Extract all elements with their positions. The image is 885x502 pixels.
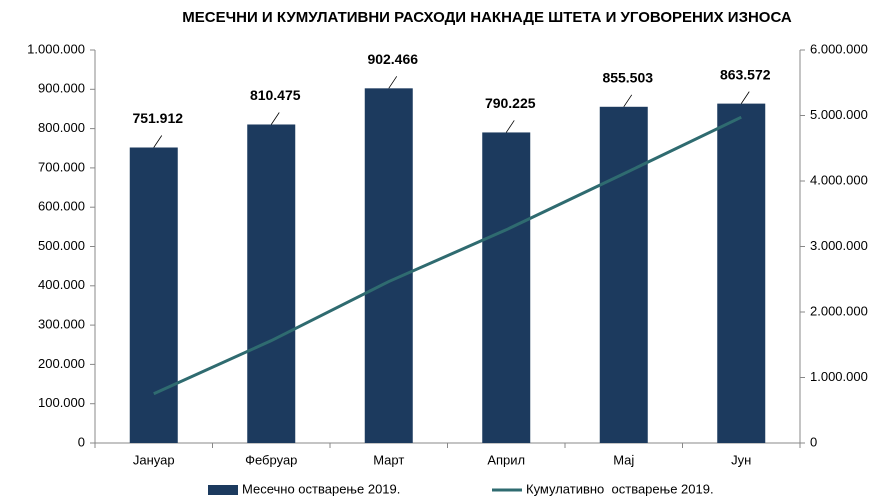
y-tick-label: 600.000	[38, 199, 85, 214]
label-leader	[388, 76, 398, 89]
bar	[247, 124, 296, 443]
y-tick-label: 0	[78, 434, 85, 449]
chart-title: МЕСЕЧНИ И КУМУЛАТИВНИ РАСХОДИ НАКНАДЕ ШТ…	[182, 9, 792, 26]
data-label: 855.503	[602, 69, 653, 85]
data-label: 863.572	[720, 66, 771, 82]
data-label: 902.466	[367, 51, 418, 67]
y-tick-label: 100.000	[38, 395, 85, 410]
y2-tick-label: 6.000.000	[810, 41, 868, 56]
legend-swatch	[208, 485, 238, 495]
x-tick-label: Фебруар	[245, 452, 297, 467]
data-label: 751.912	[132, 110, 183, 126]
x-tick-label: Март	[373, 452, 404, 467]
y2-tick-label: 5.000.000	[810, 107, 868, 122]
bar	[482, 132, 531, 443]
data-label: 810.475	[250, 87, 301, 103]
x-tick-label: Април	[487, 452, 525, 467]
data-label: 790.225	[485, 95, 536, 111]
y-tick-label: 700.000	[38, 159, 85, 174]
y-tick-label: 900.000	[38, 81, 85, 96]
legend-label: Кумулативно остварење 2019.	[526, 481, 714, 496]
y-tick-label: 1.000.000	[27, 41, 85, 56]
legend-label: Месечно остварење 2019.	[242, 481, 400, 496]
y2-tick-label: 4.000.000	[810, 172, 868, 187]
bar	[717, 103, 766, 443]
label-leader	[153, 135, 163, 148]
label-leader	[505, 120, 515, 133]
y2-tick-label: 2.000.000	[810, 303, 868, 318]
y2-tick-label: 1.000.000	[810, 369, 868, 384]
bar	[129, 147, 178, 443]
bar	[364, 88, 413, 443]
x-tick-label: Јануар	[133, 452, 175, 467]
x-tick-label: Мај	[613, 452, 634, 467]
y-tick-label: 800.000	[38, 120, 85, 135]
y-tick-label: 500.000	[38, 238, 85, 253]
x-tick-label: Јун	[731, 452, 751, 467]
y2-tick-label: 3.000.000	[810, 238, 868, 253]
y-tick-label: 300.000	[38, 317, 85, 332]
label-leader	[623, 94, 633, 108]
y-tick-label: 200.000	[38, 356, 85, 371]
line-series	[153, 115, 742, 396]
label-leader	[740, 91, 750, 104]
bar	[599, 106, 648, 443]
y-tick-label: 400.000	[38, 277, 85, 292]
label-leader	[270, 112, 280, 125]
y2-tick-label: 0	[810, 434, 817, 449]
